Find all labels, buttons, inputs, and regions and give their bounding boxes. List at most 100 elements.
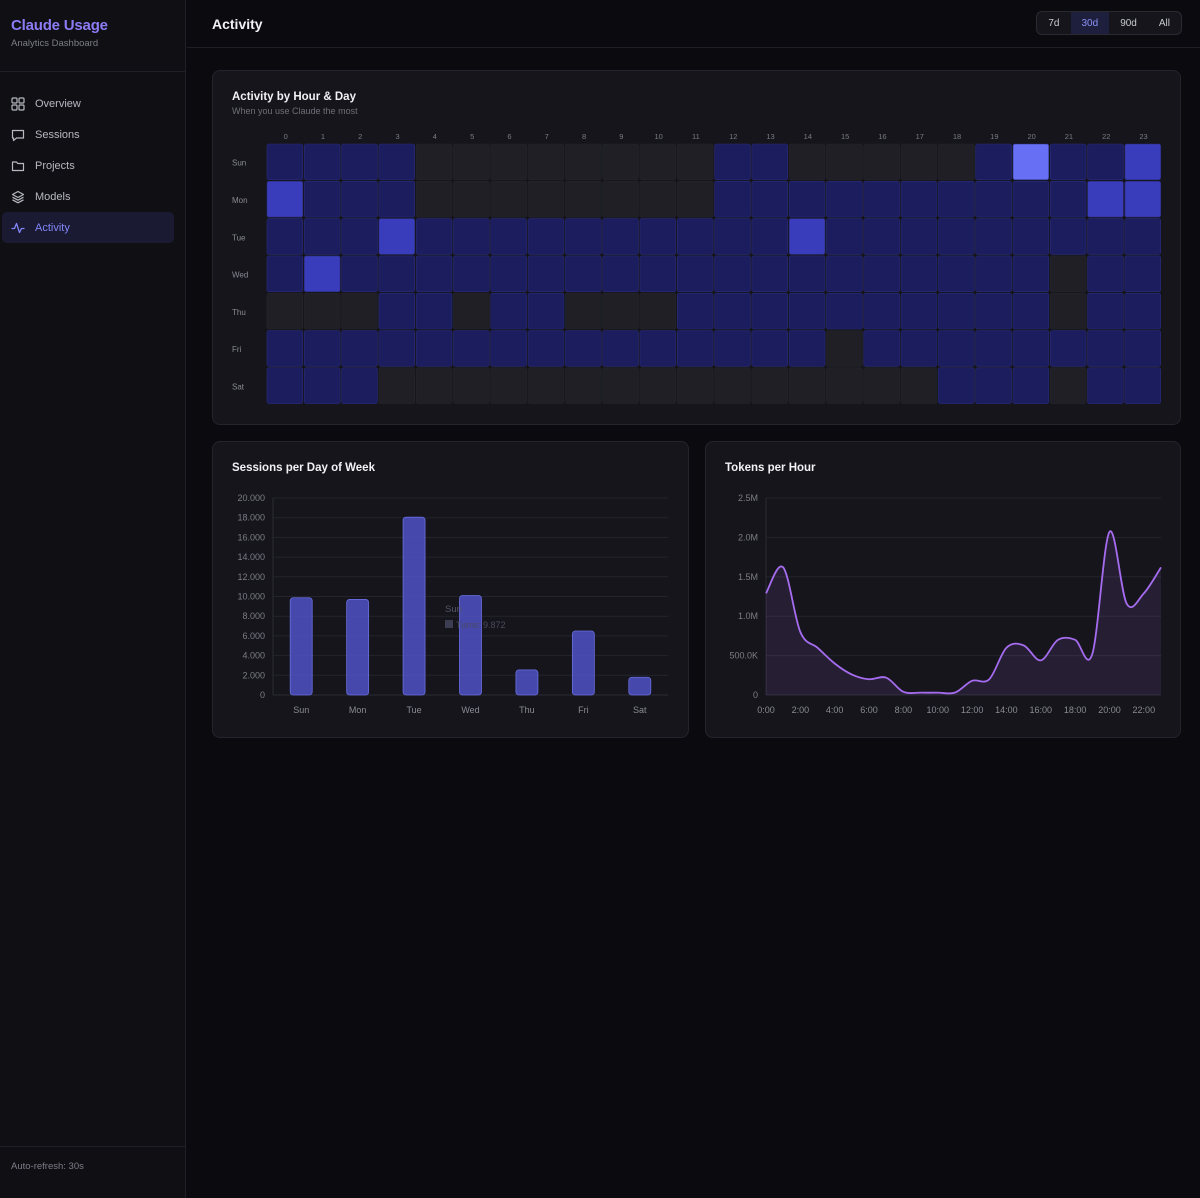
y-tick-label: 1.0M <box>738 611 758 621</box>
heatmap-cell <box>1049 218 1087 255</box>
heatmap-cell <box>900 181 938 218</box>
heatmap-cell <box>639 218 677 255</box>
x-tick-label: Sun <box>293 705 309 715</box>
heatmap-cell <box>826 330 863 367</box>
heatmap-cell <box>863 292 900 330</box>
x-tick-label: Fri <box>578 705 589 715</box>
heatmap-cell <box>527 218 565 255</box>
range-30d-button[interactable]: 30d <box>1070 12 1110 34</box>
sidebar-item-label: Sessions <box>35 128 80 141</box>
heatmap-cell <box>490 143 527 181</box>
heatmap-cell <box>266 181 304 218</box>
heatmap-cell <box>527 330 565 367</box>
bar <box>515 669 539 696</box>
heatmap-cell <box>1087 181 1124 218</box>
activity-icon <box>11 221 25 235</box>
series-line <box>765 530 1162 695</box>
heatmap-cell <box>938 181 975 218</box>
x-tick-label: 6:00 <box>860 705 878 715</box>
heatmap-cell <box>863 330 900 367</box>
x-tick-label: 8:00 <box>895 705 913 715</box>
heatmap-cell <box>788 181 826 218</box>
heatmap-cell <box>378 218 415 255</box>
time-range-selector: 7d 30d 90d All <box>1036 11 1182 35</box>
sidebar-item-label: Overview <box>35 97 81 110</box>
heatmap-cell <box>639 255 677 292</box>
heatmap-cell <box>490 292 527 330</box>
sidebar: Claude Usage Analytics Dashboard Overvie… <box>0 0 186 1198</box>
heatmap-cell <box>453 181 490 218</box>
sidebar-item-label: Activity <box>35 221 70 234</box>
grid-icon <box>11 96 25 111</box>
heatmap-cell <box>304 330 341 367</box>
sidebar-item-projects[interactable]: Projects <box>2 150 174 181</box>
heatmap-cell <box>565 143 602 181</box>
heatmap-cell <box>453 292 490 330</box>
y-tick-label: 14.000 <box>237 552 265 562</box>
y-tick-label: 0 <box>260 690 265 700</box>
heatmap-cell <box>1087 330 1124 367</box>
heatmap-cell <box>415 143 453 181</box>
heatmap-cell <box>304 218 341 255</box>
sidebar-item-activity[interactable]: Activity <box>2 212 174 243</box>
heatmap-cell <box>826 255 863 292</box>
hour-label: 10 <box>654 132 662 141</box>
heatmap-cell <box>1012 330 1050 367</box>
heatmap-cell <box>341 330 378 367</box>
x-tick-label: Tue <box>406 705 421 715</box>
x-tick-label: 18:00 <box>1064 705 1087 715</box>
heatmap-cell <box>527 367 565 404</box>
layers-icon <box>11 190 25 204</box>
heatmap-cell <box>527 143 565 181</box>
y-tick-label: 0 <box>753 690 758 700</box>
heatmap-cell <box>714 367 751 404</box>
heatmap-cell <box>1012 255 1050 292</box>
heatmap-cell <box>415 255 453 292</box>
heatmap-cell <box>900 330 938 367</box>
x-tick-label: Thu <box>519 705 535 715</box>
sidebar-item-sessions[interactable]: Sessions <box>2 119 174 150</box>
sidebar-item-models[interactable]: Models <box>2 181 174 212</box>
hour-label: 2 <box>358 132 362 141</box>
heatmap-cell <box>975 255 1012 292</box>
x-tick-label: Sat <box>633 705 647 715</box>
heatmap-cell <box>863 181 900 218</box>
hour-label: 4 <box>433 132 437 141</box>
day-label: Sat <box>232 382 245 391</box>
heatmap-cell <box>676 292 714 330</box>
heatmap-cell <box>1124 143 1162 181</box>
heatmap-cell <box>788 255 826 292</box>
heatmap-cell <box>341 218 378 255</box>
range-all-button[interactable]: All <box>1158 17 1170 29</box>
heatmap-cell <box>676 330 714 367</box>
sessions-per-day-card: Sessions per Day of Week 0 2.000 4.000 6.00… <box>212 441 689 738</box>
heatmap-cell <box>714 330 751 367</box>
heatmap-cell <box>453 143 490 181</box>
heatmap-cell <box>602 367 639 404</box>
heatmap-cell <box>639 292 677 330</box>
heatmap-cell <box>602 218 639 255</box>
x-tick-label: 20:00 <box>1098 705 1121 715</box>
hour-label: 7 <box>545 132 549 141</box>
auto-refresh-status: Auto-refresh: 30s <box>0 1146 186 1198</box>
heatmap-cell <box>602 181 639 218</box>
heatmap-cell <box>900 255 938 292</box>
range-90d-button[interactable]: 90d <box>1120 17 1137 29</box>
heatmap-cell <box>788 367 826 404</box>
heatmap-cell <box>938 292 975 330</box>
y-tick-label: 2.0M <box>738 532 758 542</box>
brand-title: Claude Usage <box>11 17 108 34</box>
brand: Claude Usage Analytics Dashboard <box>0 0 185 72</box>
heatmap-cell <box>751 181 789 218</box>
heatmap-cell <box>900 292 938 330</box>
heatmap-cell <box>490 218 527 255</box>
x-tick-label: 0:00 <box>757 705 775 715</box>
sidebar-item-overview[interactable]: Overview <box>2 88 174 119</box>
range-7d-button[interactable]: 7d <box>1048 17 1060 29</box>
heatmap-cell <box>863 367 900 404</box>
hour-label: 9 <box>619 132 623 141</box>
heatmap-cell <box>676 367 714 404</box>
heatmap-cell <box>826 143 863 181</box>
heatmap-cell <box>826 367 863 404</box>
heatmap-cell <box>938 330 975 367</box>
